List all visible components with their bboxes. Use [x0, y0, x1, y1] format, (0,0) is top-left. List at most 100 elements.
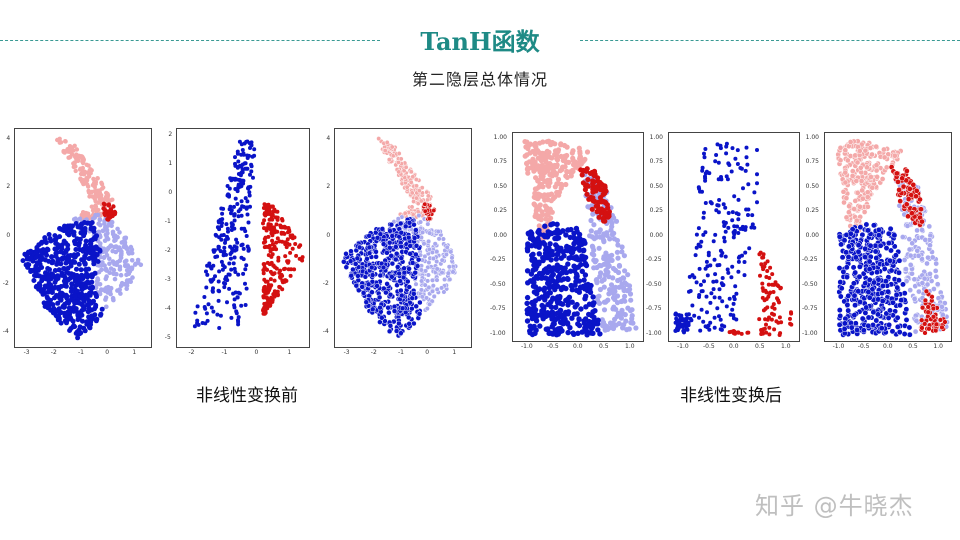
scatter-point: [583, 316, 589, 322]
scatter-point: [840, 268, 847, 275]
scatter-point: [852, 254, 859, 261]
scatter-point: [877, 242, 884, 249]
scatter-point: [270, 238, 275, 243]
scatter-point: [50, 258, 56, 264]
scatter-point: [925, 304, 931, 310]
scatter-point: [879, 290, 885, 297]
scatter-point: [407, 251, 413, 257]
scatter-point: [74, 156, 79, 161]
scatter-point: [732, 329, 737, 334]
scatter-point: [556, 245, 562, 252]
scatter-point: [105, 217, 110, 222]
scatter-point: [222, 285, 227, 290]
scatter-point: [44, 252, 50, 258]
scatter-point: [557, 310, 563, 317]
scatter-point: [744, 145, 749, 150]
scatter-point: [405, 234, 412, 241]
scatter-point: [64, 269, 70, 275]
scatter-point: [918, 206, 924, 213]
scatter-point: [694, 245, 699, 250]
scatter-point: [697, 266, 702, 271]
scatter-point: [716, 177, 721, 182]
scatter-point: [368, 264, 375, 271]
scatter-point: [115, 234, 120, 240]
scatter-point: [734, 291, 739, 296]
scatter-point: [565, 309, 572, 315]
scatter-point: [927, 271, 933, 277]
scatter-point: [609, 224, 615, 230]
scatter-point: [866, 276, 873, 283]
scatter-point: [92, 215, 97, 220]
scatter-point: [844, 301, 851, 308]
scatter-point: [705, 273, 710, 278]
scatter-point: [407, 243, 413, 249]
scatter-point: [124, 283, 130, 288]
scatter-point: [79, 154, 84, 159]
scatter-point: [874, 174, 880, 180]
scatter-point: [548, 304, 554, 310]
scatter-point: [911, 296, 918, 302]
scatter-point: [397, 278, 403, 284]
x-tick-label: -3: [343, 349, 350, 356]
scatter-point: [235, 151, 240, 156]
scatter-point: [94, 282, 100, 288]
scatter-point: [912, 328, 919, 335]
scatter-point: [752, 190, 757, 195]
scatter-point: [422, 208, 428, 214]
scatter-point: [760, 281, 765, 286]
scatter-point: [224, 252, 228, 257]
scatter-point: [413, 303, 419, 310]
scatter-point: [735, 162, 740, 166]
scatter-point: [275, 215, 280, 220]
scatter-point: [237, 139, 242, 144]
scatter-point: [251, 175, 255, 180]
scatter-point: [120, 239, 126, 245]
scatter-point: [597, 331, 603, 337]
scatter-point: [535, 204, 541, 211]
scatter-point: [571, 311, 578, 317]
scatter-point: [276, 255, 281, 260]
scatter-point: [282, 279, 287, 284]
scatter-point: [385, 304, 391, 311]
scatter-point: [708, 263, 713, 268]
scatter-point: [777, 333, 782, 337]
scatter-point: [606, 291, 612, 297]
scatter-point: [93, 292, 99, 298]
scatter-point: [41, 286, 47, 292]
scatter-point: [862, 254, 869, 261]
scatter-point: [602, 327, 608, 333]
scatter-point: [532, 213, 538, 219]
scatter-point: [693, 253, 698, 258]
y-tick-label: 1.00: [649, 133, 663, 141]
scatter-point: [283, 254, 288, 259]
scatter-point: [542, 156, 548, 162]
scatter-point: [914, 227, 920, 234]
scatter-point: [719, 327, 724, 332]
scatter-point: [719, 253, 724, 258]
scatter-point: [565, 329, 571, 336]
scatter-point: [380, 264, 387, 271]
scatter-point: [225, 226, 230, 231]
scatter-point: [715, 203, 720, 208]
y-tick-label: -3: [164, 276, 171, 284]
scatter-point: [849, 173, 856, 179]
scatter-point: [622, 312, 628, 318]
scatter-point: [742, 260, 747, 264]
scatter-point: [71, 229, 77, 235]
scatter-point: [268, 277, 273, 282]
scatter-point: [122, 235, 127, 241]
scatter-point: [90, 272, 96, 278]
scatter-point: [47, 267, 52, 272]
scatter-point: [409, 204, 415, 210]
scatter-point: [919, 218, 925, 225]
scatter-point: [854, 327, 861, 333]
scatter-point: [74, 273, 80, 278]
scatter-point: [759, 262, 764, 267]
scatter-point: [743, 250, 748, 255]
scatter-point: [49, 254, 54, 260]
scatter-point: [755, 172, 759, 177]
scatter-point: [67, 307, 73, 313]
scatter-point: [692, 313, 697, 318]
scatter-point: [703, 176, 708, 181]
y-tick-label: -0.75: [802, 305, 818, 313]
